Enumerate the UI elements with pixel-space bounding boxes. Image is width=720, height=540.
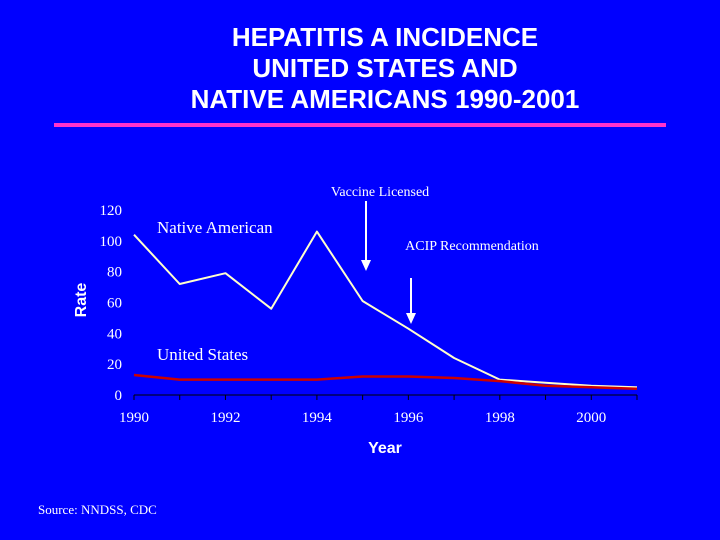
x-tick-label: 1996 xyxy=(393,410,424,426)
y-tick-label: 60 xyxy=(107,296,122,312)
vaccine-licensed-arrowhead xyxy=(361,260,371,271)
x-tick-label: 2000 xyxy=(576,410,606,426)
y-tick-label: 120 xyxy=(100,203,123,219)
x-tick-label: 1990 xyxy=(119,410,149,426)
x-tick-label: 1992 xyxy=(210,410,240,426)
title-line-1: HEPATITIS A INCIDENCE xyxy=(231,22,539,52)
y-tick-label: 20 xyxy=(107,357,122,373)
native-american-line xyxy=(133,230,638,389)
series-label-united-states: United States xyxy=(157,345,248,364)
y-tick-label: 0 xyxy=(115,388,123,404)
source-note: Source: NNDSS, CDC xyxy=(38,502,157,517)
y-tick-label: 40 xyxy=(107,326,122,342)
chart-title: HEPATITIS A INCIDENCE UNITED STATES AND … xyxy=(90,22,680,115)
title-divider xyxy=(54,123,666,127)
x-tick-label: 1998 xyxy=(485,410,515,426)
y-tick-label: 80 xyxy=(107,265,122,281)
x-tick-label: 1994 xyxy=(302,410,333,426)
annotation-vaccine-licensed: Vaccine Licensed xyxy=(331,185,429,200)
x-axis-title: Year xyxy=(368,440,402,457)
annotation-acip-recommendation: ACIP Recommendation xyxy=(405,239,539,254)
y-tick-label: 100 xyxy=(100,234,123,250)
y-axis-title: Rate xyxy=(73,283,90,318)
acip-arrowhead xyxy=(406,313,416,324)
title-line-2: UNITED STATES AND xyxy=(252,53,518,83)
united-states-line xyxy=(133,373,638,391)
series-label-native-american: Native American xyxy=(157,218,273,237)
title-line-3: NATIVE AMERICANS 1990-2001 xyxy=(190,84,580,114)
